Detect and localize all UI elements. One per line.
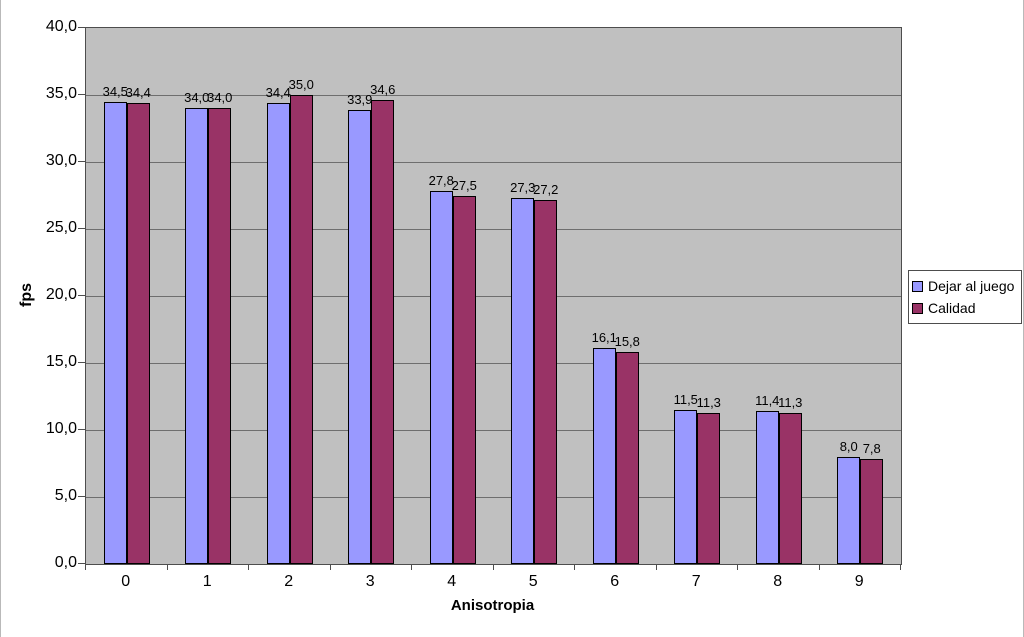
bar-value-label: 11,3	[696, 394, 721, 410]
gridline	[86, 497, 901, 498]
gridline	[86, 296, 901, 297]
y-axis-tick-label: 5,0	[54, 487, 77, 504]
legend-item: Dejar al juego	[912, 275, 1018, 297]
bar-dejar-al-juego	[755, 411, 779, 564]
y-axis-tick-label: 0,0	[54, 554, 77, 571]
y-axis-tick-label: 15,0	[45, 353, 77, 370]
bar-value-label: 8,0	[839, 438, 858, 454]
gridline	[86, 430, 901, 431]
bar-value-label: 11,3	[778, 394, 803, 410]
bar-calidad	[208, 108, 232, 564]
bar-calidad	[289, 95, 313, 564]
legend-item-label: Calidad	[928, 300, 976, 316]
gridline	[86, 229, 901, 230]
x-axis-tick	[492, 564, 494, 570]
bar-value-label: 34,4	[265, 85, 291, 101]
x-axis-category-label: 0	[121, 573, 131, 590]
y-axis-tick	[78, 362, 85, 363]
plot-area: 34,5 34,4 34,0 34,0 34,4 35,0 33,9 34,6 27,8 27,5…	[85, 27, 902, 565]
bar-dejar-al-juego	[837, 456, 861, 564]
x-axis-category-label: 8	[773, 573, 783, 590]
bar-dejar-al-juego	[103, 101, 127, 564]
legend-item-label: Dejar al juego	[928, 278, 1015, 294]
bar-value-label: 27,8	[428, 173, 454, 189]
x-axis-tick	[900, 564, 901, 570]
x-axis-tick	[818, 564, 820, 570]
bar-value-label: 33,9	[347, 91, 373, 107]
bar-calidad	[452, 195, 476, 564]
y-axis-tick	[78, 94, 85, 95]
legend-color-swatch	[912, 280, 923, 292]
y-axis-tick	[78, 429, 85, 430]
bar-value-label: 15,8	[614, 334, 640, 350]
bar-value-label: 11,4	[755, 393, 780, 409]
bar-dejar-al-juego	[511, 198, 535, 564]
y-axis-tick	[78, 228, 85, 229]
x-axis-category-label: 2	[284, 573, 294, 590]
x-axis-category-label: 3	[365, 573, 375, 590]
y-axis-tick-label: 10,0	[45, 420, 77, 437]
x-axis-tick	[248, 564, 249, 570]
y-axis-tick	[78, 563, 85, 564]
bar-dejar-al-juego	[185, 108, 209, 564]
gridline	[86, 95, 901, 96]
gridline	[86, 162, 901, 163]
x-axis-tick	[166, 564, 168, 570]
x-axis-tick	[329, 564, 331, 570]
x-axis-category-label: 9	[854, 573, 864, 590]
gridline	[86, 363, 901, 364]
bar-value-label: 35,0	[288, 77, 314, 92]
x-axis-category-label: 7	[691, 573, 701, 590]
x-axis-category-label: 5	[528, 573, 538, 590]
bar-value-label: 34,0	[184, 90, 210, 106]
x-axis-tick	[85, 564, 86, 570]
y-axis-tick-label: 40,0	[45, 18, 77, 35]
x-axis-title: Anisotropia	[450, 597, 535, 614]
y-axis-tick	[78, 161, 85, 162]
bar-calidad	[697, 412, 721, 564]
bar-calidad	[615, 352, 639, 564]
bar-calidad	[778, 412, 802, 564]
legend-item: Calidad	[912, 297, 1018, 319]
bar-dejar-al-juego	[266, 103, 290, 564]
bar-calidad	[860, 459, 884, 564]
x-axis-tick	[655, 564, 657, 570]
bar-value-label: 34,4	[125, 85, 151, 101]
bar-dejar-al-juego	[674, 409, 698, 564]
x-axis-tick	[737, 564, 738, 570]
bar-value-label: 34,0	[207, 90, 233, 106]
y-axis-tick-label: 20,0	[45, 286, 77, 303]
bar-value-label: 7,8	[862, 441, 881, 457]
y-axis-tick-label: 30,0	[45, 152, 77, 169]
y-axis-tick-label: 35,0	[45, 85, 77, 102]
bar-value-label: 27,3	[510, 180, 536, 196]
bar-value-label: 16,1	[591, 330, 617, 346]
legend: Dejar al juego Calidad	[908, 270, 1022, 324]
bar-calidad	[126, 103, 150, 564]
bar-calidad	[534, 199, 558, 564]
bar-value-label: 11,5	[673, 391, 698, 407]
bar-value-label: 34,6	[370, 82, 396, 98]
y-axis-tick	[78, 27, 85, 28]
x-axis-tick	[574, 564, 575, 570]
bar-value-label: 27,2	[533, 181, 559, 197]
bar-dejar-al-juego	[348, 109, 372, 564]
x-axis-category-label: 1	[202, 573, 212, 590]
bar-dejar-al-juego	[429, 191, 453, 564]
x-axis-tick	[411, 564, 412, 570]
bar-calidad	[371, 100, 395, 564]
bar-value-label: 34,5	[102, 83, 128, 99]
bar-value-label: 27,5	[451, 177, 477, 193]
x-axis-category-label: 4	[447, 573, 457, 590]
x-axis-category-label: 6	[610, 573, 620, 590]
y-axis-tick	[78, 496, 85, 497]
bar-dejar-al-juego	[592, 348, 616, 564]
y-axis-tick-label: 25,0	[45, 219, 77, 236]
y-axis-tick	[78, 295, 85, 296]
legend-color-swatch	[912, 302, 923, 314]
